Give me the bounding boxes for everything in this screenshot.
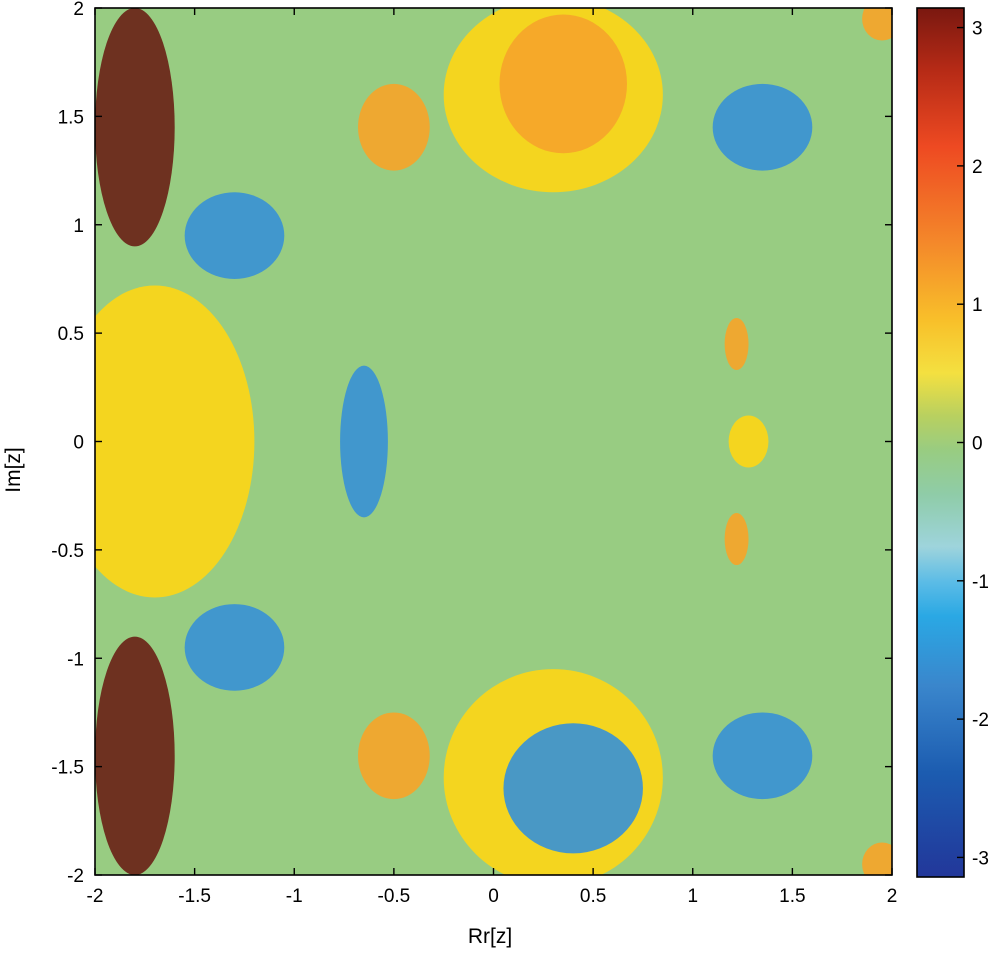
region-neck	[340, 365, 388, 518]
plot-area	[94, 7, 893, 876]
y-axis-ticks: 2 1.5 1 0.5 0 -0.5 -1 -1.5 -2	[51, 0, 892, 887]
x-tick-label: 1.5	[779, 886, 805, 907]
region-top-right-spiral	[712, 83, 813, 171]
y-tick-label: 2	[73, 0, 84, 20]
colorbar: 3 2 1 0 -1 -2 -3	[916, 7, 989, 878]
colorbar-tick-label: 1	[972, 295, 983, 316]
region-small-island-down	[724, 513, 749, 566]
region-small-island-0	[728, 415, 769, 468]
y-tick-label: -1	[67, 649, 84, 670]
y-tick-label: 0.5	[58, 324, 84, 345]
y-tick-label: -0.5	[51, 541, 84, 562]
region-lower-small-cluster	[358, 712, 430, 800]
x-tick-label: -2	[87, 886, 104, 907]
region-bottom-right-corner	[862, 842, 892, 875]
x-tick-label: 1	[687, 886, 698, 907]
colorbar-tick-label: 0	[972, 434, 983, 455]
x-tick-label: -1.5	[178, 886, 211, 907]
y-tick-label: 0	[73, 433, 84, 454]
y-tick-label: -1.5	[51, 758, 84, 779]
colorbar-gradient	[916, 7, 965, 878]
colorbar-ticks: 3 2 1 0 -1 -2 -3	[957, 19, 989, 869]
y-tick-label: -2	[67, 866, 84, 887]
region-bottom-basin-core	[503, 723, 643, 854]
fractal-regions	[95, 8, 892, 875]
colorbar-tick-label: 3	[972, 19, 983, 40]
x-tick-label: -0.5	[378, 886, 411, 907]
region-left-mid-lower	[184, 604, 285, 691]
region-left-edge-lower	[95, 636, 175, 875]
region-left-mid-upper	[184, 192, 285, 279]
region-left-edge-upper	[95, 8, 175, 247]
x-axis-ticks: -2 -1.5 -1 -0.5 0 0.5 1 1.5 2	[87, 8, 898, 907]
region-bottom-right-spiral	[712, 712, 813, 800]
region-upper-small-cluster	[358, 83, 430, 171]
x-tick-label: 2	[887, 886, 898, 907]
x-tick-label: 0.5	[580, 886, 606, 907]
x-tick-label: -1	[286, 886, 303, 907]
region-top-basin-core	[499, 14, 627, 154]
region-small-island-up	[724, 317, 749, 370]
y-tick-label: 1	[73, 216, 84, 237]
y-tick-label: 1.5	[58, 107, 84, 128]
region-top-right-corner	[862, 8, 892, 41]
x-axis-label: Rr[z]	[468, 925, 512, 948]
colorbar-tick-label: -1	[972, 572, 989, 593]
region-left-main-basin	[95, 285, 255, 598]
colorbar-tick-label: 2	[972, 157, 983, 178]
colorbar-tick-label: -3	[972, 848, 989, 869]
colorbar-tick-label: -2	[972, 710, 989, 731]
x-tick-label: 0	[488, 886, 499, 907]
y-axis-label: Im[z]	[2, 447, 25, 493]
